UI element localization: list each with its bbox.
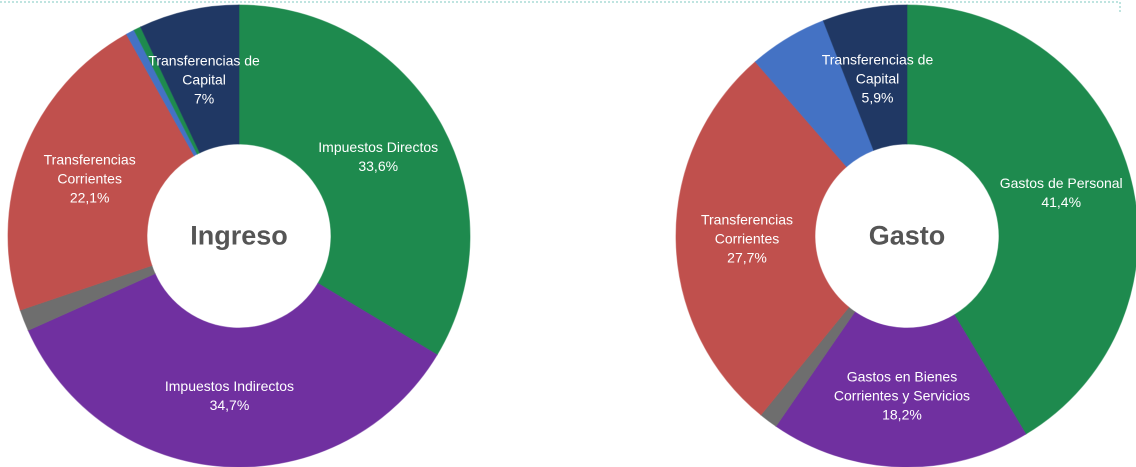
slice-label: Impuestos Directos 33,6% bbox=[303, 138, 453, 176]
slice-name: Impuestos Indirectos bbox=[164, 377, 295, 394]
slice-value: 22,1% bbox=[69, 189, 110, 205]
slice-name: Transferencias Corrientes bbox=[43, 151, 136, 186]
slice-label: Gastos en Bienes Corrientes y Servicios 1… bbox=[827, 367, 977, 424]
slice-name: Gastos en Bienes Corrientes y Servicios bbox=[833, 368, 971, 404]
donut-slice bbox=[906, 4, 1136, 435]
slice-name: Impuestos Directos bbox=[318, 139, 439, 156]
slice-label: Transferencias Corrientes 22,1% bbox=[15, 150, 165, 207]
slice-value: 33,6% bbox=[358, 158, 399, 175]
slice-value: 18,2% bbox=[882, 406, 922, 423]
slice-value: 41,4% bbox=[1041, 194, 1082, 211]
slice-value: 27,7% bbox=[727, 249, 767, 265]
slice-value: 5,9% bbox=[861, 89, 894, 106]
slice-name: Gastos de Personal bbox=[999, 175, 1123, 192]
slice-value: 34,7% bbox=[209, 396, 250, 413]
slice-label: Transferencias Corrientes 27,7% bbox=[672, 210, 822, 267]
chart-title: Ingreso bbox=[190, 220, 288, 251]
slice-value: 7% bbox=[193, 90, 215, 107]
slice-name: Transferencias de Capital bbox=[148, 52, 260, 88]
donut-slice bbox=[27, 272, 438, 467]
donut-slice bbox=[822, 4, 908, 151]
slice-name: Transferencias de Capital bbox=[821, 51, 934, 87]
donut-slice bbox=[675, 61, 850, 416]
donut-slice bbox=[775, 311, 1027, 467]
slice-label: Impuestos Indirectos 34,7% bbox=[154, 377, 304, 415]
slice-label: Transferencias de Capital 7% bbox=[129, 51, 279, 108]
donut-slice bbox=[7, 33, 195, 311]
donut-slice bbox=[139, 4, 240, 154]
slice-name: Transferencias Corrientes bbox=[700, 211, 794, 246]
slice-label: Gastos de Personal 41,4% bbox=[986, 174, 1136, 212]
slice-label: Transferencias de Capital 5,9% bbox=[803, 50, 953, 107]
donut-slice bbox=[238, 4, 471, 356]
chart-title: Gasto bbox=[868, 220, 946, 251]
